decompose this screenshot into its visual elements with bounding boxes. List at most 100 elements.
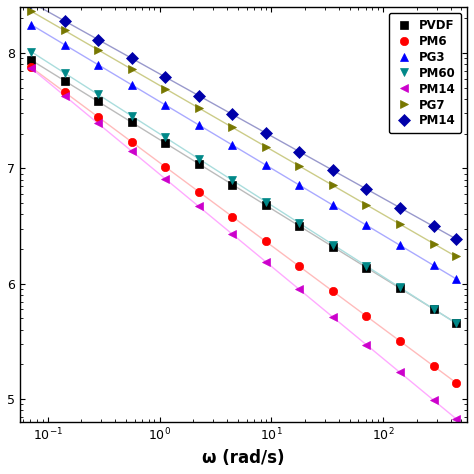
PM60: [330, 242, 336, 247]
PG7: [431, 241, 437, 246]
PVDF: [129, 119, 135, 125]
PG3: [229, 142, 235, 148]
PVDF: [196, 161, 201, 166]
PVDF: [364, 264, 369, 270]
PM6: [397, 338, 403, 344]
PVDF: [95, 99, 101, 104]
PM14: [229, 231, 235, 237]
PM14: [28, 0, 34, 5]
PM60: [397, 284, 403, 290]
PM6: [453, 380, 459, 385]
PM6: [330, 289, 336, 294]
PG7: [129, 66, 135, 72]
Legend: PVDF, PM6, PG3, PM60, PM14, PG7, PM14: PVDF, PM6, PG3, PM60, PM14, PG7, PM14: [389, 13, 461, 133]
PM60: [297, 220, 302, 226]
PG7: [297, 163, 302, 169]
PM14: [62, 18, 67, 24]
PM14: [28, 65, 34, 71]
Line: PM14: PM14: [27, 64, 460, 423]
PM60: [229, 177, 235, 183]
PG7: [397, 221, 403, 227]
PM14: [62, 93, 67, 99]
PM14: [297, 287, 302, 292]
PG3: [431, 263, 437, 268]
PG7: [330, 182, 336, 188]
PG7: [364, 202, 369, 208]
PM14: [453, 236, 459, 242]
PM14: [95, 36, 101, 42]
PVDF: [397, 285, 403, 291]
PG3: [453, 276, 459, 282]
PVDF: [297, 223, 302, 229]
PM14: [129, 148, 135, 154]
PM14: [162, 74, 168, 80]
Line: PM14: PM14: [27, 0, 460, 243]
PG3: [364, 222, 369, 228]
PM6: [196, 189, 201, 194]
Line: PG7: PG7: [27, 7, 460, 261]
PG7: [229, 125, 235, 130]
PM6: [95, 114, 101, 120]
PG7: [453, 254, 459, 259]
PM60: [162, 135, 168, 140]
PG3: [330, 202, 336, 208]
PM60: [431, 306, 437, 312]
PVDF: [229, 182, 235, 187]
PM6: [62, 89, 67, 95]
PG3: [162, 102, 168, 108]
PM6: [297, 264, 302, 269]
PM6: [229, 214, 235, 219]
PM14: [364, 186, 369, 192]
PM14: [196, 93, 201, 99]
PM14: [431, 224, 437, 229]
PM60: [263, 199, 269, 205]
PG3: [129, 82, 135, 88]
X-axis label: ω (rad/s): ω (rad/s): [202, 449, 285, 467]
Line: PG3: PG3: [27, 20, 460, 283]
PG7: [95, 47, 101, 53]
PG7: [263, 144, 269, 149]
Line: PM6: PM6: [27, 63, 460, 387]
PM60: [129, 113, 135, 119]
PM14: [95, 120, 101, 126]
PM14: [364, 342, 369, 347]
PM60: [453, 320, 459, 326]
PM14: [431, 397, 437, 403]
PG7: [196, 105, 201, 111]
PVDF: [330, 244, 336, 250]
PG3: [263, 162, 269, 168]
PVDF: [431, 306, 437, 312]
PM60: [28, 49, 34, 55]
PM14: [229, 111, 235, 117]
PM6: [364, 313, 369, 319]
PVDF: [162, 140, 168, 146]
PG3: [297, 182, 302, 188]
PVDF: [263, 202, 269, 208]
PG7: [162, 86, 168, 91]
PM14: [330, 167, 336, 173]
PG3: [28, 22, 34, 27]
PM14: [297, 149, 302, 155]
PG7: [28, 8, 34, 14]
PM14: [263, 130, 269, 136]
Line: PVDF: PVDF: [27, 56, 460, 327]
PM14: [162, 176, 168, 182]
PM6: [129, 139, 135, 145]
PVDF: [453, 320, 459, 326]
PM6: [431, 363, 437, 369]
PM6: [263, 238, 269, 244]
PG3: [196, 122, 201, 128]
PM60: [364, 263, 369, 269]
PM14: [129, 55, 135, 61]
PG7: [62, 27, 67, 33]
PM14: [330, 314, 336, 320]
PM60: [196, 156, 201, 162]
PM14: [453, 416, 459, 421]
PM14: [397, 205, 403, 210]
PVDF: [62, 78, 67, 83]
PG3: [62, 42, 67, 47]
PG3: [95, 62, 101, 68]
PM60: [95, 91, 101, 97]
PM14: [397, 370, 403, 375]
PM14: [196, 203, 201, 209]
